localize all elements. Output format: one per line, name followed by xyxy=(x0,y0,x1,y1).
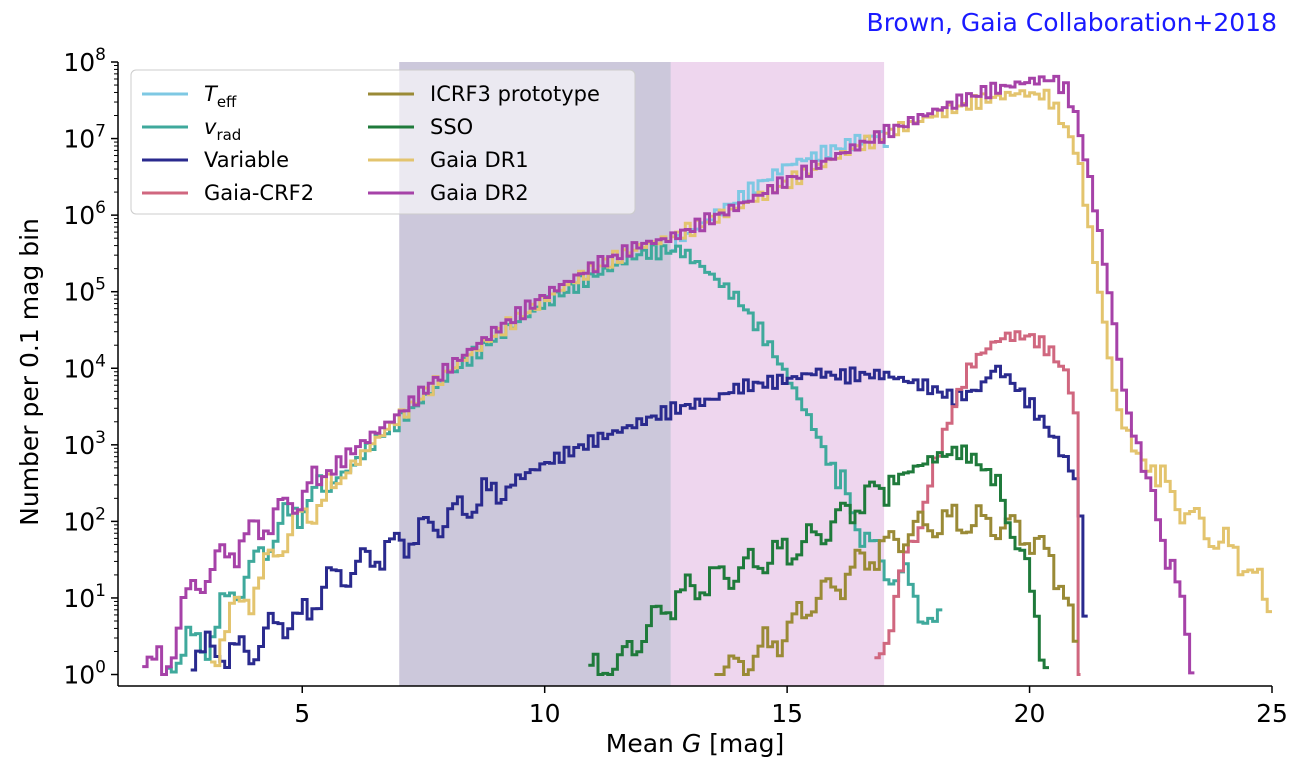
y-tick-label: 105 xyxy=(63,275,106,307)
legend-label: ICRF3 prototype xyxy=(430,82,600,106)
y-axis-label: Number per 0.1 mag bin xyxy=(15,218,44,526)
legend-label: Gaia DR2 xyxy=(430,181,529,205)
y-tick-label: 107 xyxy=(63,122,106,154)
y-tick-label: 102 xyxy=(63,504,106,536)
x-tick-label: 10 xyxy=(529,699,561,728)
series-line-icrf3-prototype xyxy=(714,503,1079,676)
credit-text: Brown, Gaia Collaboration+2018 xyxy=(866,8,1277,37)
legend-label: Teff xyxy=(204,82,237,111)
series-line-gaia-crf2 xyxy=(874,330,1081,676)
series-line-variable xyxy=(190,364,1088,672)
x-tick-label: 25 xyxy=(1256,699,1288,728)
legend-label: SSO xyxy=(430,115,473,139)
legend-box xyxy=(130,69,636,215)
legend-label: Gaia DR1 xyxy=(430,148,529,172)
series-lines xyxy=(142,74,1272,676)
y-tick-label: 100 xyxy=(63,658,106,690)
legend-label: vrad xyxy=(204,115,241,144)
x-axis-label: Mean G [mag] xyxy=(606,729,784,758)
legend-label: Gaia-CRF2 xyxy=(204,181,314,205)
x-tick-label: 15 xyxy=(771,699,803,728)
legend-label: Variable xyxy=(204,148,289,172)
legend: Teff vrad Variable Gaia-CRF2 ICRF3 prototype… xyxy=(130,69,636,215)
series-line-sso xyxy=(588,444,1049,676)
y-tick-label: 101 xyxy=(63,581,106,613)
y-tick-label: 103 xyxy=(63,428,106,460)
x-tick-label: 20 xyxy=(1014,699,1046,728)
series-line-gaia-dr2 xyxy=(142,74,1195,676)
y-tick-label: 106 xyxy=(63,198,106,230)
y-tick-label: 104 xyxy=(63,351,106,383)
y-tick-label: 108 xyxy=(63,45,106,77)
x-tick-label: 5 xyxy=(294,699,310,728)
axes: 5 10 15 20 25 100 101 102 103 104 105 106 107 108 xyxy=(63,45,1288,728)
